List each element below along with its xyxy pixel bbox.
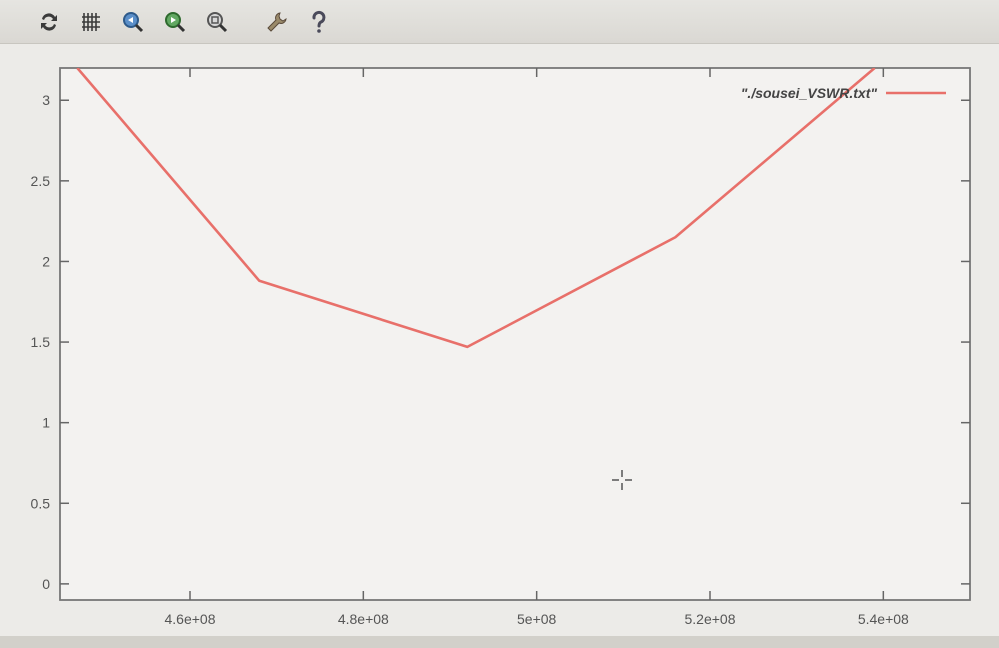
grid-icon (82, 12, 100, 31)
y-tick-label: 2.5 (31, 173, 51, 189)
chart-canvas[interactable]: 4.6e+08 4.8e+08 5e+08 5.2e+08 5.4e+08 0 0.5 1 1.… (0, 44, 999, 648)
legend: "./sousei_VSWR.txt" (741, 85, 946, 101)
zoom-next-button[interactable] (156, 5, 194, 39)
autoscale-icon (207, 11, 228, 32)
status-strip (0, 636, 999, 648)
x-tick-label: 4.8e+08 (338, 611, 389, 627)
zoom-next-icon (165, 11, 186, 32)
y-tick-label: 2 (42, 253, 50, 269)
y-tick-label: 0.5 (31, 495, 51, 511)
config-button[interactable] (258, 5, 296, 39)
replot-icon (41, 12, 57, 31)
autoscale-button[interactable] (198, 5, 236, 39)
series-lines (76, 68, 876, 349)
y-tick-label: 1 (42, 415, 50, 431)
x-tick-label: 5.2e+08 (685, 611, 736, 627)
wrench-icon (267, 11, 287, 32)
x-tick-label: 5.4e+08 (858, 611, 909, 627)
replot-button[interactable] (30, 5, 68, 39)
gnuplot-toolbar (0, 0, 999, 44)
plot-area[interactable]: 4.6e+08 4.8e+08 5e+08 5.2e+08 5.4e+08 0 0.5 1 1.… (0, 44, 999, 648)
help-icon (312, 10, 326, 33)
x-tick-label: 4.6e+08 (165, 611, 216, 627)
crosshair-cursor-icon (612, 470, 632, 490)
axes: 4.6e+08 4.8e+08 5e+08 5.2e+08 5.4e+08 0 0.5 1 1.… (31, 67, 971, 627)
plot-background (60, 68, 970, 600)
y-tick-label: 3 (42, 92, 50, 108)
help-button[interactable] (300, 5, 338, 39)
x-tick-label: 5e+08 (517, 611, 557, 627)
zoom-prev-icon (123, 11, 144, 32)
legend-label: "./sousei_VSWR.txt" (741, 85, 878, 101)
y-tick-label: 1.5 (31, 334, 51, 350)
zoom-prev-button[interactable] (114, 5, 152, 39)
y-tick-label: 0 (42, 576, 50, 592)
plot-border (59, 67, 971, 601)
grid-button[interactable] (72, 5, 110, 39)
